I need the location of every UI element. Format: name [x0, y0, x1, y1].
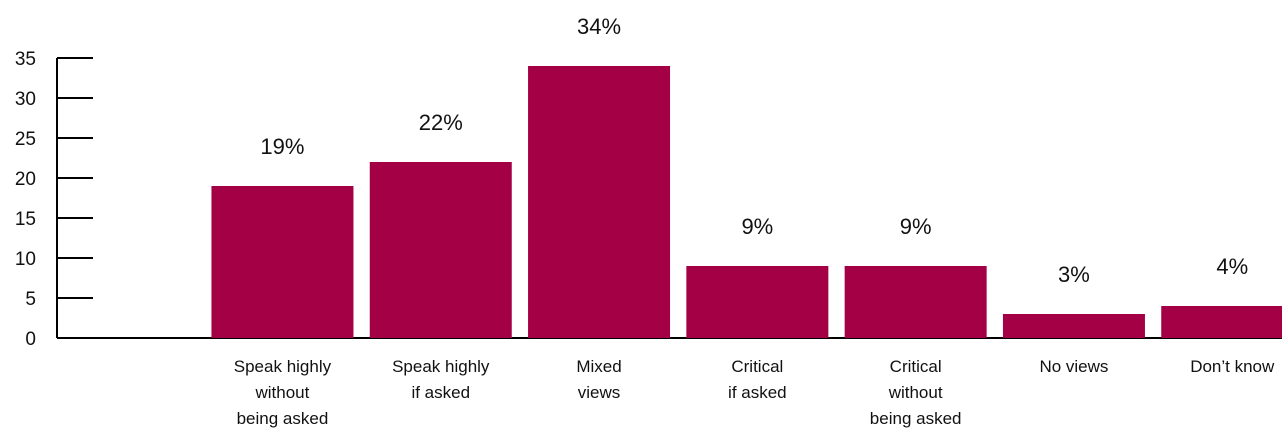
bar [528, 66, 671, 338]
data-label: 22% [419, 110, 463, 135]
bar [844, 266, 987, 338]
data-label: 34% [577, 14, 621, 39]
category-label: Don’t know [1190, 357, 1275, 376]
bar [369, 162, 512, 338]
bars [211, 66, 1282, 338]
category-label: Speak highly without being asked [234, 357, 332, 428]
category-label: Mixed views [576, 357, 621, 402]
data-label: 9% [741, 214, 773, 239]
bar [1002, 314, 1145, 338]
y-tick-label: 0 [25, 329, 36, 350]
data-label: 19% [260, 134, 304, 159]
category-labels: Speak highly without being asked Speak high… [234, 357, 1275, 428]
bar [1161, 306, 1282, 338]
data-label: 9% [900, 214, 932, 239]
data-label: 4% [1216, 254, 1248, 279]
y-tick-label: 5 [25, 289, 36, 310]
category-label: No views [1039, 357, 1108, 376]
category-label: Critical without being asked [870, 357, 962, 428]
y-tick-label: 15 [15, 209, 36, 230]
category-label: Speak highly if asked [392, 357, 490, 402]
data-label: 3% [1058, 262, 1090, 287]
y-tick-label: 20 [15, 169, 36, 190]
data-labels: 19% 22% 34% 9% 9% 3% 4% [260, 14, 1248, 287]
y-tick-label: 25 [15, 129, 36, 150]
bar [211, 186, 354, 338]
y-tick-label: 30 [15, 89, 36, 110]
y-tick-label: 10 [15, 249, 36, 270]
bar [686, 266, 829, 338]
y-tick-label: 35 [15, 49, 36, 70]
y-axis-ticks: 0 5 10 15 20 25 30 35 [15, 49, 93, 350]
category-label: Critical if asked [728, 357, 787, 402]
